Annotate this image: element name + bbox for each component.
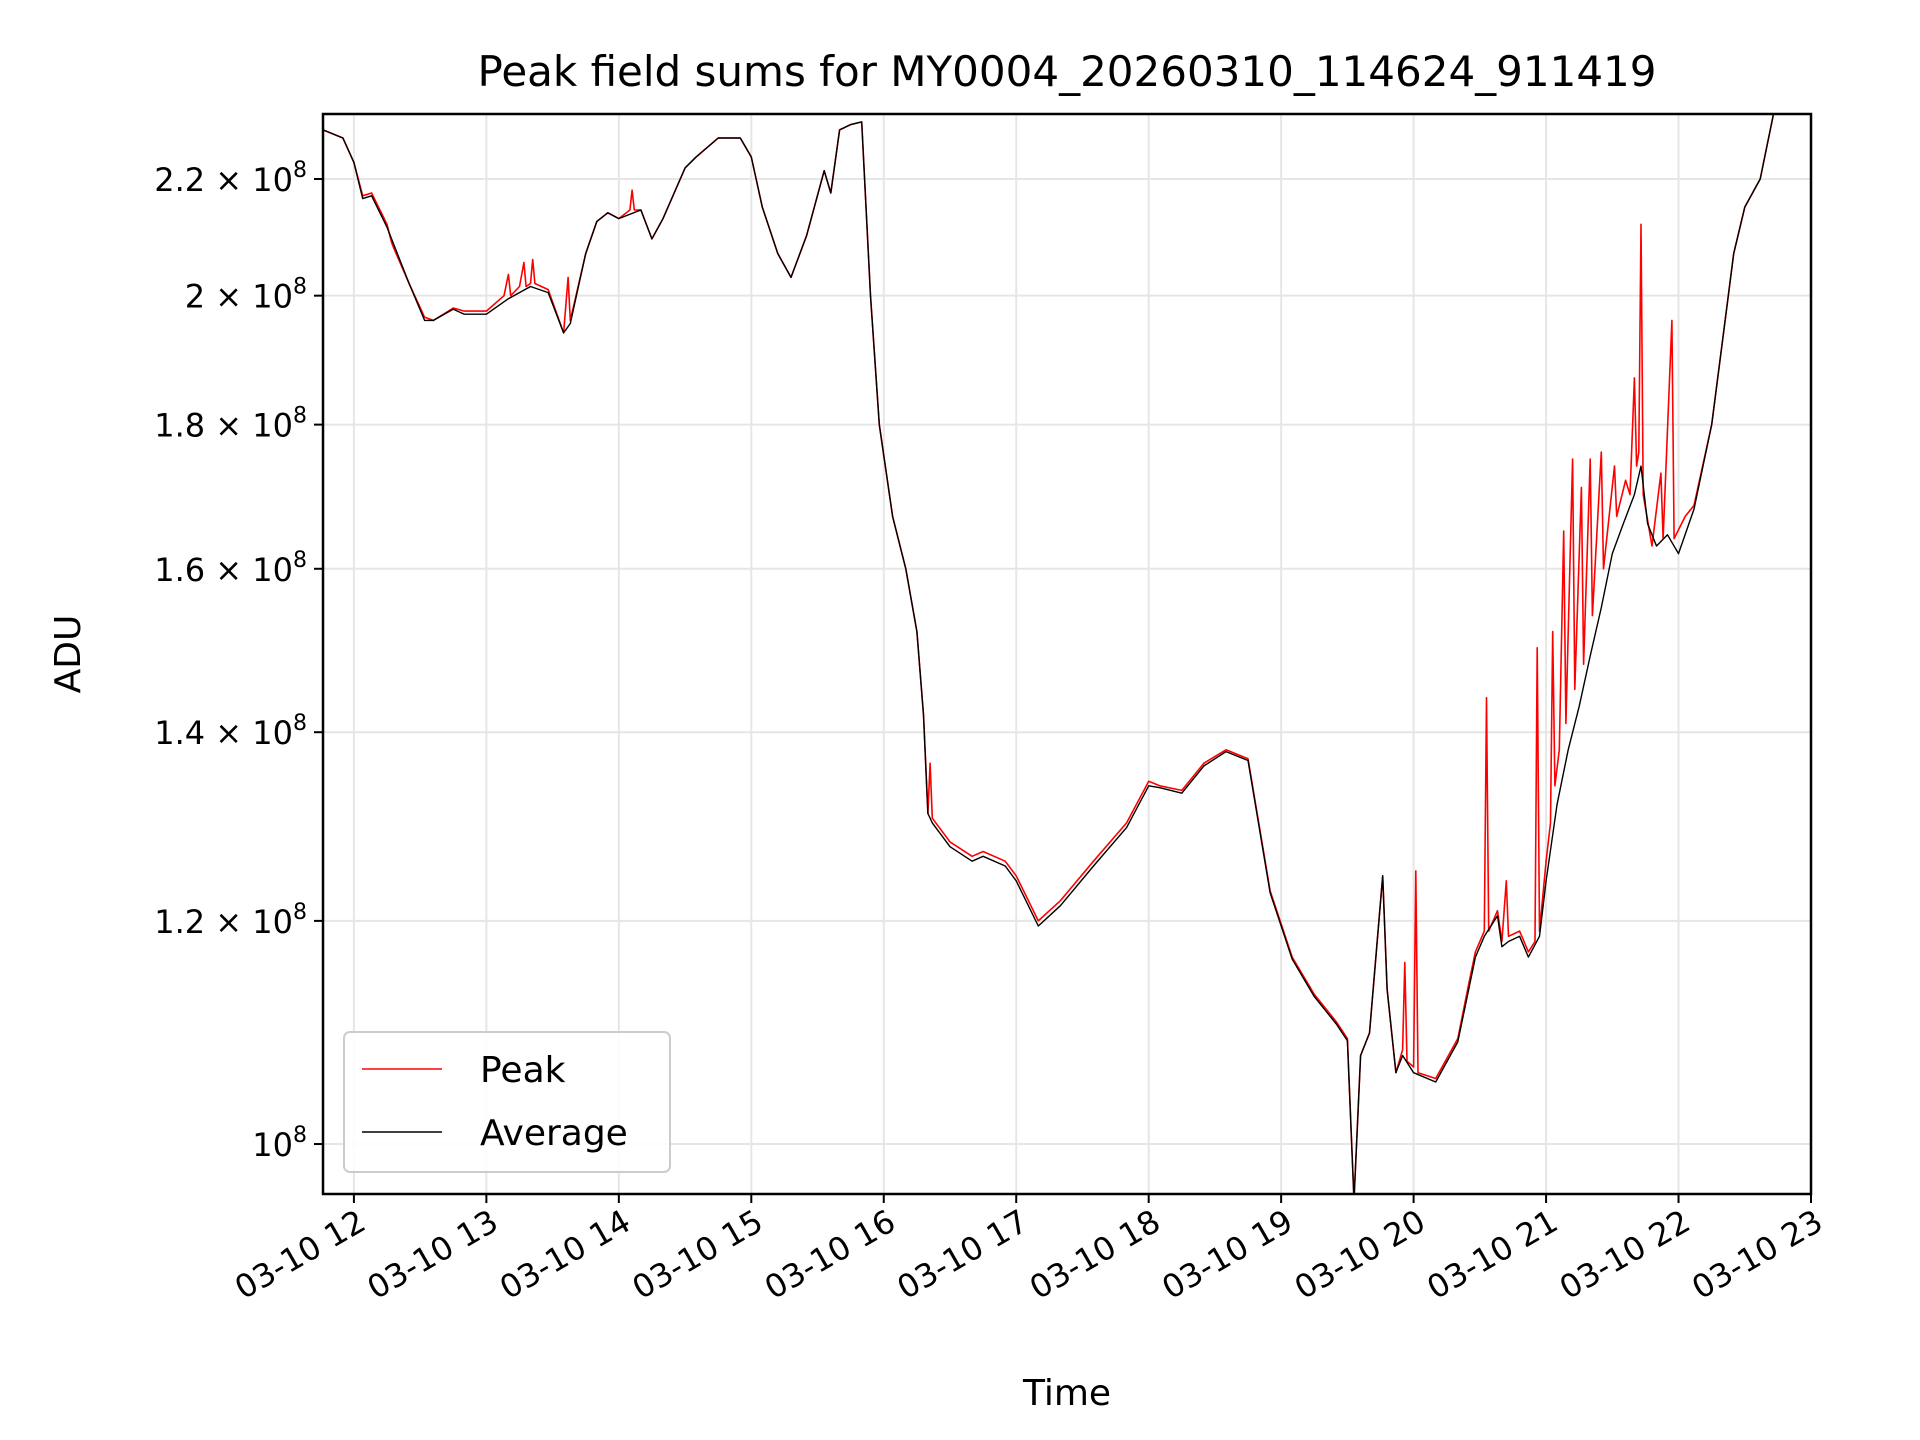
y-tick-label-base: 2 × 10 [185, 278, 293, 316]
series-line-average [323, 114, 1775, 1194]
y-tick-label-base: 1.8 × 10 [154, 407, 293, 445]
y-tick-label: 1.6 × 108 [154, 548, 307, 589]
y-tick-label-exponent: 8 [293, 900, 307, 925]
legend-label-peak: Peak [480, 1050, 566, 1091]
y-tick-label-base: 1.4 × 10 [154, 714, 293, 752]
y-tick-label: 1.2 × 108 [154, 900, 307, 941]
x-axis-label: Time [1022, 1373, 1111, 1414]
y-tick-label-base: 10 [252, 1126, 293, 1164]
y-tick-label-exponent: 8 [293, 1123, 307, 1148]
y-tick-label: 2.2 × 108 [154, 158, 307, 199]
y-tick-label-exponent: 8 [293, 548, 307, 573]
y-tick-label: 2 × 108 [185, 275, 307, 316]
legend-box [343, 1031, 671, 1173]
plot-frame [321, 112, 1813, 1196]
chart-title: Peak field sums for MY0004_20260310_1146… [477, 47, 1656, 96]
y-tick-label-exponent: 8 [293, 711, 307, 736]
y-tick-label-base: 1.2 × 10 [154, 903, 293, 941]
legend: Peak Average [343, 1031, 671, 1173]
y-tick-label: 1.8 × 108 [154, 404, 307, 445]
y-tick-label-base: 2.2 × 10 [154, 161, 293, 199]
y-tick-label: 1.4 × 108 [154, 711, 307, 752]
y-tick-label-exponent: 8 [293, 275, 307, 300]
y-tick-label-exponent: 8 [293, 158, 307, 183]
y-tick-label-exponent: 8 [293, 404, 307, 429]
series-layer [323, 114, 1775, 1194]
legend-label-average: Average [480, 1113, 628, 1154]
y-tick-label-base: 1.6 × 10 [154, 551, 293, 589]
y-axis-label: ADU [48, 615, 89, 694]
y-tick-label: 108 [252, 1123, 307, 1164]
grid-layer [323, 114, 1811, 1194]
